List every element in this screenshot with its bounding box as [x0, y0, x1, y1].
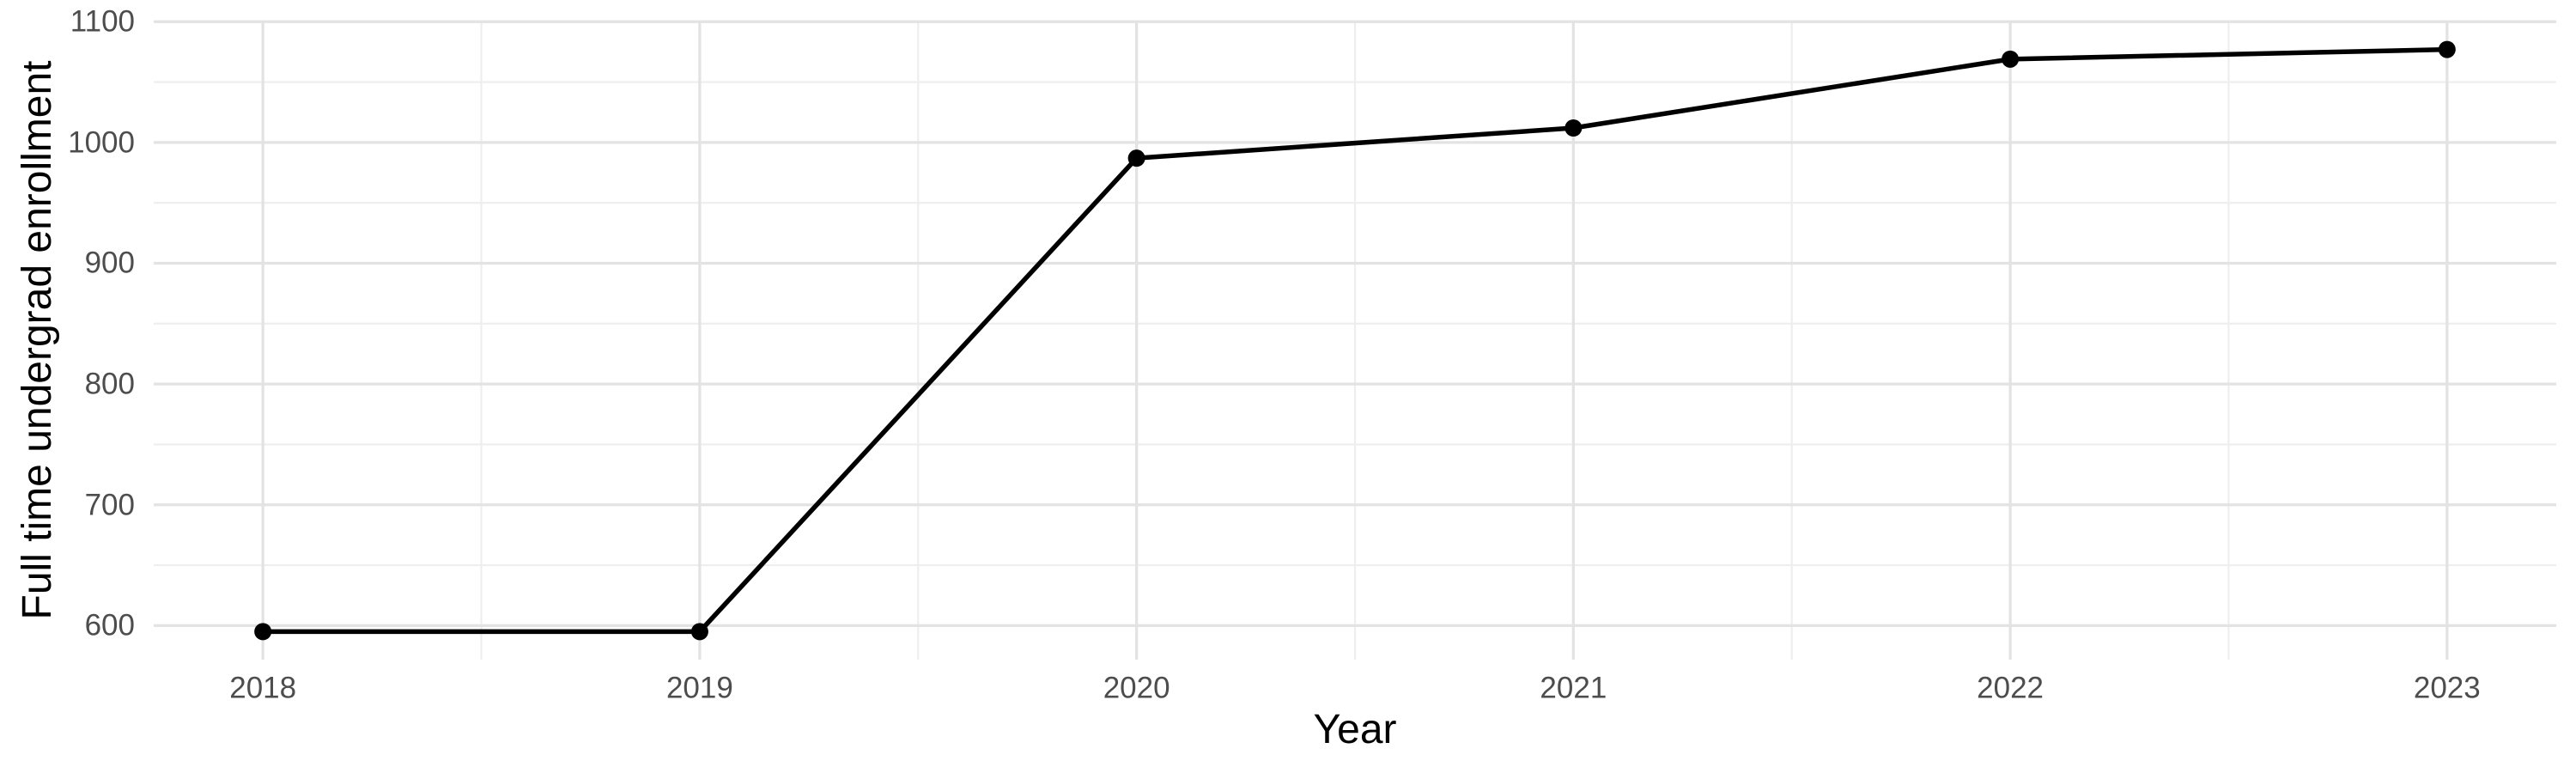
- data-point: [2438, 40, 2456, 58]
- y-axis-title: Full time undergrad enrollment: [15, 60, 60, 620]
- data-point: [2002, 50, 2020, 68]
- y-tick-label: 700: [84, 488, 135, 522]
- x-tick-label: 2018: [229, 671, 297, 705]
- y-tick-label: 900: [84, 246, 135, 280]
- y-tick-label: 800: [84, 367, 135, 401]
- y-tick-label: 1100: [70, 4, 135, 39]
- data-line: [263, 46, 2447, 635]
- data-point: [1127, 149, 1145, 167]
- data-point: [254, 623, 272, 641]
- x-tick-label: 2022: [1977, 671, 2044, 705]
- y-tick-label: 600: [84, 608, 135, 642]
- x-tick-label: 2020: [1103, 671, 1170, 705]
- x-axis-title: Year: [1313, 707, 1397, 752]
- data-point: [690, 623, 708, 641]
- x-tick-label: 2023: [2413, 671, 2481, 705]
- data-point: [1564, 119, 1583, 137]
- y-tick-label: 1000: [68, 125, 135, 160]
- x-tick-label: 2021: [1540, 671, 1607, 705]
- x-tick-label: 2019: [665, 671, 733, 705]
